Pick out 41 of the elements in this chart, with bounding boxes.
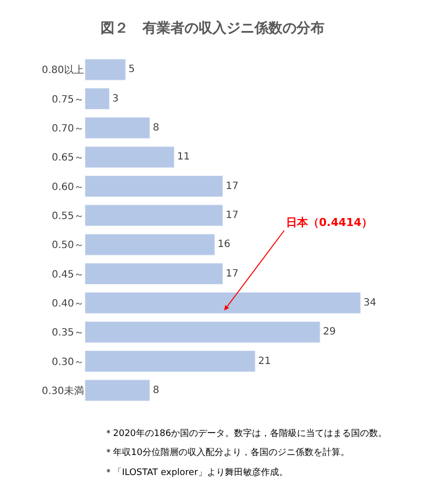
bar (85, 204, 223, 226)
y-tick-label: 0.60～ (52, 182, 84, 193)
bar (85, 117, 150, 139)
y-tick-label: 0.35～ (52, 328, 84, 339)
bar (85, 350, 256, 372)
data-label: 34 (364, 297, 376, 308)
bar (85, 146, 174, 168)
bar (85, 321, 320, 343)
text: ＊「ILOSTAT explorer」より舞田敏彦作成。 (104, 467, 288, 478)
bar (85, 380, 150, 402)
data-label: 29 (322, 326, 336, 338)
data-label: 16 (218, 239, 230, 250)
bar (85, 88, 110, 110)
bar (85, 263, 223, 284)
bar (85, 58, 126, 80)
y-tick-label: 0.80以上 (42, 64, 84, 76)
y-tick-label: 0.65～ (52, 152, 84, 164)
y-tick-label: 0.30～ (52, 356, 84, 368)
data-label: 5 (128, 64, 135, 76)
annotation: 日本（0.4414） (286, 216, 372, 229)
data-label: 17 (226, 180, 238, 192)
data-label: 17 (226, 210, 238, 221)
y-tick-label: 0.50～ (52, 240, 84, 252)
y-tick-label: 0.30未満 (42, 384, 84, 397)
text: ＊年収10分位階層の収入配分より，各国のジニ係数を計算。 (104, 447, 350, 458)
data-label: 8 (152, 384, 160, 396)
bar (85, 292, 361, 314)
y-tick-label: 0.70～ (52, 123, 84, 134)
data-label: 21 (258, 356, 271, 367)
bar (85, 234, 215, 256)
data-label: 11 (177, 152, 190, 163)
y-tick-label: 0.75～ (52, 94, 84, 106)
bar (85, 176, 223, 197)
data-label: 8 (152, 122, 160, 134)
text: ＊2020年の186か国のデータ。数字は，各階級に当てはまる国の数。 (104, 428, 388, 439)
data-label: 17 (226, 268, 238, 280)
y-tick-label: 0.40～ (52, 298, 84, 310)
data-label: 3 (112, 93, 119, 104)
y-tick-label: 0.45～ (52, 269, 84, 280)
y-tick-label: 0.55～ (52, 210, 84, 222)
chart-title: 図２ 有業者の収入ジニ係数の分布 (100, 20, 324, 36)
